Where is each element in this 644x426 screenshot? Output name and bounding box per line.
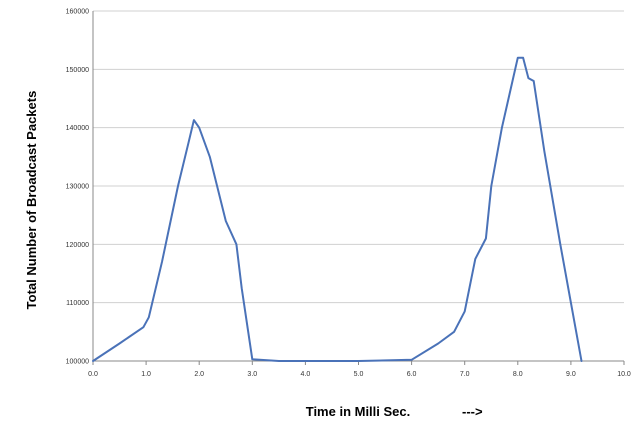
x-tick-labels: 0.0 1.0 2.0 3.0 4.0 5.0 6.0 7.0 8.0 9.0 10.0: [88, 371, 631, 378]
x-axis-arrow: --->: [462, 404, 483, 419]
x-tick-label: 5.0: [354, 371, 364, 378]
y-tick-label: 110000: [66, 300, 89, 307]
y-tick-label: 130000: [66, 184, 89, 191]
x-axis-label: Time in Milli Sec.: [306, 404, 411, 419]
x-tick-label: 9.0: [566, 371, 576, 378]
x-tick-label: 0.0: [88, 371, 98, 378]
x-tick-label: 4.0: [301, 371, 311, 378]
y-tick-label: 150000: [66, 67, 89, 74]
x-tick-label: 7.0: [460, 371, 470, 378]
x-tick-label: 1.0: [141, 371, 151, 378]
series-line-0: [92, 56, 583, 362]
x-tick-label: 8.0: [513, 371, 523, 378]
y-tick-label: 100000: [66, 359, 89, 366]
y-tick-label: 160000: [66, 9, 89, 16]
x-tick-label: 6.0: [407, 371, 417, 378]
x-tick-label: 10.0: [617, 371, 631, 378]
gridlines: [93, 10, 624, 362]
x-tick-label: 3.0: [247, 371, 257, 378]
y-tick-labels: 100000 110000 120000 130000 140000 150000 1600…: [66, 9, 89, 366]
x-tick-label: 2.0: [194, 371, 204, 378]
series-group: [92, 56, 583, 362]
axes: [92, 11, 625, 365]
y-axis-label: Total Number of Broadcast Packets: [24, 91, 39, 310]
y-tick-label: 120000: [66, 242, 89, 249]
y-tick-label: 140000: [66, 125, 89, 132]
